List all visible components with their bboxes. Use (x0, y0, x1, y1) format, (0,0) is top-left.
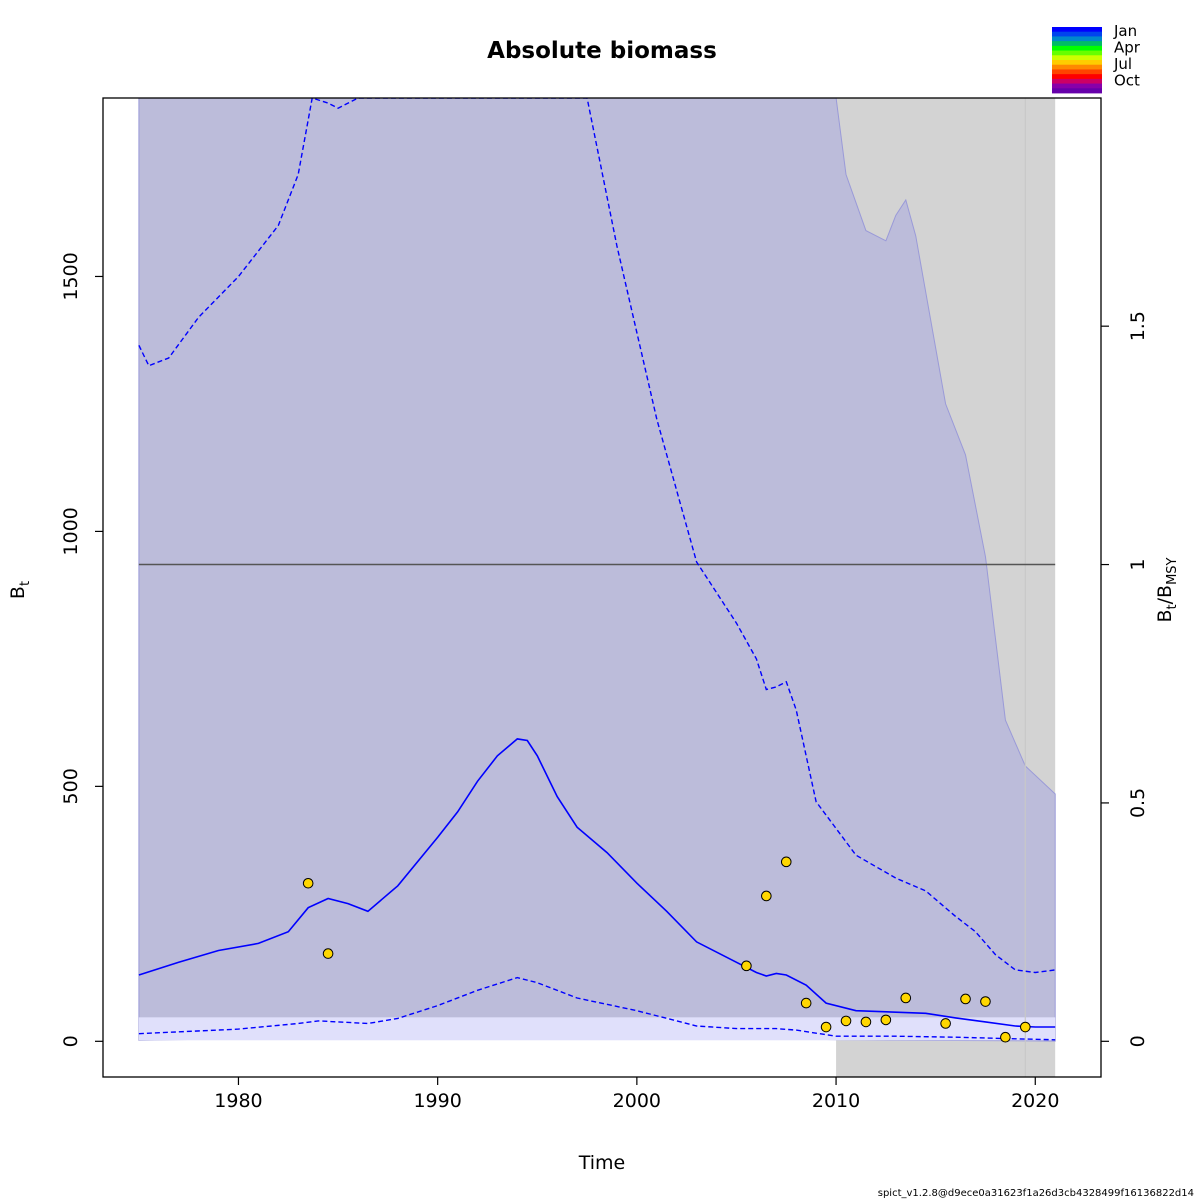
footer-version: spict_v1.2.8@d9ece0a31623f1a26d3cb432849… (878, 1188, 1194, 1199)
observation-point (1020, 1021, 1031, 1033)
legend-month-label: Oct (1114, 72, 1140, 90)
legend-color-swatch (1052, 55, 1102, 61)
legend-month-label: Jul (1113, 55, 1132, 73)
observation-point (820, 1021, 832, 1033)
y2-label-b: B (1154, 609, 1176, 622)
legend-color-swatch (1052, 60, 1102, 66)
y-tick-label: 1500 (60, 252, 82, 300)
observation-point (761, 890, 772, 902)
observation-point (840, 1015, 852, 1027)
observation-point (800, 997, 812, 1009)
y2-tick-label: 0 (1127, 1035, 1149, 1047)
legend-color-swatch (1052, 50, 1102, 56)
y-tick-label: 0 (60, 1035, 82, 1047)
x-tick-label: 2000 (613, 1090, 661, 1112)
legend-month-label: Apr (1114, 39, 1141, 57)
chart-title: Absolute biomass (487, 38, 717, 64)
observation-point (960, 993, 971, 1005)
legend-color-swatch (1052, 64, 1102, 70)
plot-frame (102, 97, 1102, 1078)
legend-color-swatch (1052, 74, 1102, 80)
x-tick-label: 1990 (413, 1090, 461, 1112)
observation-point (780, 856, 792, 868)
legend-color-swatch (1052, 36, 1102, 42)
y-tick-label: 500 (60, 768, 82, 804)
y-axis-label: Bt (7, 581, 33, 599)
observation-point (741, 960, 752, 972)
observation-point (880, 1014, 892, 1026)
observation-point (302, 877, 314, 889)
axes: 1980 1990 2000 2010 2020 0 500 1000 1500 0 0.5 1 1.5 (60, 252, 1149, 1112)
legend-color-swatch (1052, 45, 1102, 51)
x-tick-label: 1980 (214, 1090, 262, 1112)
y2-tick-label: 0.5 (1127, 788, 1149, 818)
y2-axis-label: Bt/BMSY (1154, 557, 1180, 622)
legend-color-swatch (1052, 41, 1102, 47)
plot-content (138, 98, 1056, 1077)
legend-color-swatch (1052, 31, 1102, 37)
legend-color-swatch (1052, 69, 1102, 75)
y-axis-label-sub: t (18, 581, 33, 586)
observation-point (322, 948, 334, 959)
y2-tick-label: 1.5 (1127, 311, 1149, 341)
y2-label-msy: MSY (1165, 557, 1180, 584)
upper-ci-dashed-line (138, 98, 1056, 974)
x-tick-label: 2010 (812, 1090, 860, 1112)
y-tick-label: 1000 (60, 507, 82, 555)
plot-area (138, 98, 1056, 1077)
biomass-estimate-line (138, 738, 1056, 1028)
legend-color-swatch (1052, 83, 1102, 89)
observation-point (1000, 1031, 1011, 1043)
y-axis-label-main: B (7, 586, 29, 599)
x-axis-label: Time (578, 1152, 626, 1174)
legend-color-swatch (1052, 27, 1102, 33)
observation-point (980, 996, 991, 1007)
observation-point (940, 1018, 951, 1029)
y2-label-sep: /B (1154, 585, 1176, 604)
observation-point (900, 992, 912, 1004)
lower-ci-dashed-line (138, 976, 1056, 1041)
legend-month-label: Jan (1113, 22, 1137, 40)
observation-point (860, 1016, 872, 1028)
legend-color-swatch (1052, 88, 1102, 94)
x-tick-label: 2020 (1011, 1090, 1059, 1112)
legend-color-swatch (1052, 78, 1102, 84)
y2-label-t: t (1165, 604, 1180, 609)
y2-tick-label: 1 (1127, 559, 1149, 571)
